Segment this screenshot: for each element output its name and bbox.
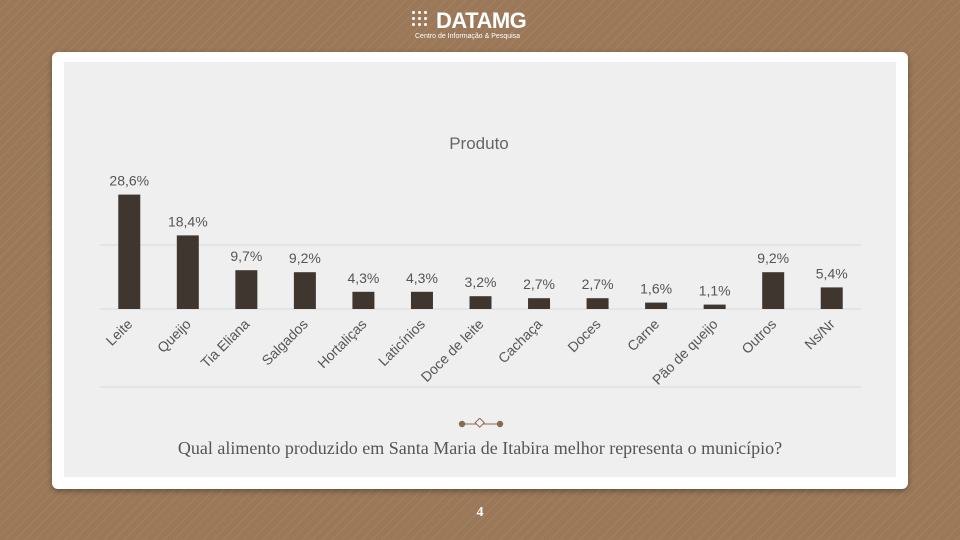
logo-tagline: Centro de Informação & Pesquisa [415, 33, 521, 40]
ornament-divider-icon [458, 418, 504, 428]
bar-3 [235, 270, 258, 309]
bar-1 [118, 194, 141, 309]
chart-title: Produto [449, 134, 509, 153]
data-label-7: 3,2% [465, 274, 497, 290]
bar-11 [703, 304, 726, 309]
data-label-13: 5,4% [816, 265, 848, 281]
data-label-10: 1,6% [640, 281, 672, 297]
x-tick-label-6: Laticínios [375, 316, 428, 369]
data-label-12: 9,2% [757, 250, 789, 266]
slide-card: Produto 28,6% Leite 18,4% Queijo 9,7% Tia Eli… [52, 52, 908, 489]
x-tick-label-1: Leite [103, 316, 136, 349]
page-number: 4 [476, 505, 484, 520]
bar-chart: Produto 28,6% Leite 18,4% Queijo 9,7% Tia Eli… [100, 134, 861, 388]
bar-4 [293, 272, 316, 309]
data-label-5: 4,3% [347, 270, 379, 286]
bar-13 [820, 287, 843, 309]
logo-dots-icon [412, 11, 432, 31]
x-tick-label-5: Hortaliças [314, 316, 369, 371]
bar-9 [586, 298, 609, 309]
x-tick-label-8: Cachaça [495, 316, 546, 367]
bar-6 [410, 291, 433, 309]
x-tick-label-9: Doces [564, 316, 603, 355]
data-label-6: 4,3% [406, 270, 438, 286]
chart-panel: Produto 28,6% Leite 18,4% Queijo 9,7% Tia Eli… [64, 62, 896, 477]
x-tick-label-12: Outros [738, 316, 779, 357]
bar-2 [176, 235, 199, 309]
bar-12 [762, 272, 785, 309]
survey-question: Qual alimento produzido em Santa Maria d… [177, 438, 783, 458]
data-label-2: 18,4% [168, 213, 208, 229]
data-label-3: 9,7% [230, 248, 262, 264]
data-label-11: 1,1% [699, 283, 731, 299]
x-tick-label-13: Ns/Nr [801, 316, 838, 353]
bar-5 [352, 291, 375, 309]
datamg-logo: DATAMG Centro de Informação & Pesquisa [412, 8, 552, 44]
x-tick-label-2: Queijo [154, 316, 194, 356]
bar-7 [469, 296, 492, 309]
x-tick-label-4: Salgados [258, 316, 311, 369]
data-label-4: 9,2% [289, 250, 321, 266]
data-label-8: 2,7% [523, 276, 555, 292]
bar-10 [645, 302, 668, 309]
x-tick-label-10: Carne [624, 316, 662, 354]
data-label-1: 28,6% [109, 173, 149, 189]
x-tick-label-3: Tia Eliana [197, 316, 252, 371]
x-tick-label-7: Doce de leite [418, 316, 487, 385]
logo-title: DATAMG [436, 8, 527, 33]
bar-8 [528, 298, 551, 309]
data-label-9: 2,7% [582, 276, 614, 292]
